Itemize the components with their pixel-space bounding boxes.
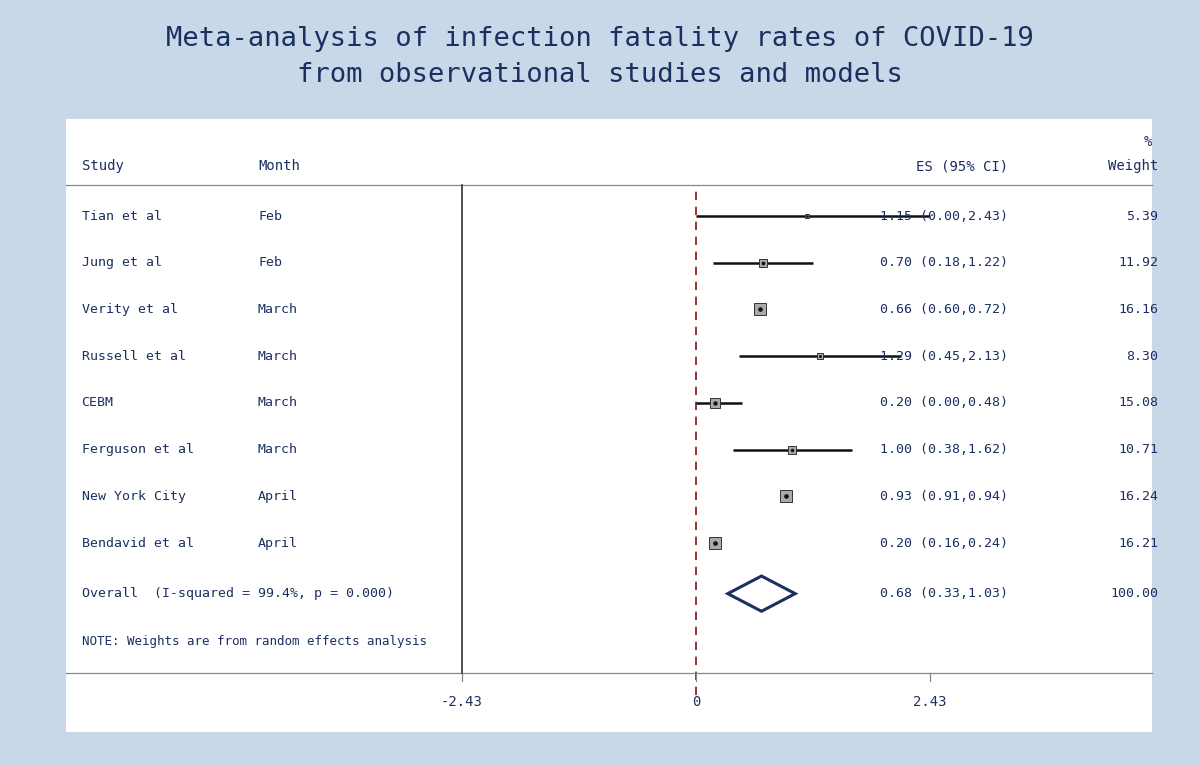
Text: 16.21: 16.21 <box>1118 537 1158 549</box>
Text: 5.39: 5.39 <box>1126 210 1158 222</box>
Text: Feb: Feb <box>258 257 282 269</box>
Text: CEBM: CEBM <box>82 397 114 409</box>
FancyBboxPatch shape <box>66 119 1152 732</box>
Text: 10.71: 10.71 <box>1118 444 1158 456</box>
Text: Weight: Weight <box>1108 159 1158 173</box>
Text: March: March <box>258 350 298 362</box>
Text: -2.43: -2.43 <box>442 695 482 709</box>
Text: Jung et al: Jung et al <box>82 257 162 269</box>
Text: 11.92: 11.92 <box>1118 257 1158 269</box>
Text: 1.29 (0.45,2.13): 1.29 (0.45,2.13) <box>880 350 1008 362</box>
Text: Bendavid et al: Bendavid et al <box>82 537 193 549</box>
Text: 0.70 (0.18,1.22): 0.70 (0.18,1.22) <box>880 257 1008 269</box>
Text: Tian et al: Tian et al <box>82 210 162 222</box>
Text: Study: Study <box>82 159 124 173</box>
Text: 0.93 (0.91,0.94): 0.93 (0.91,0.94) <box>880 490 1008 502</box>
Text: 8.30: 8.30 <box>1126 350 1158 362</box>
Text: 0.20 (0.00,0.48): 0.20 (0.00,0.48) <box>880 397 1008 409</box>
Text: Feb: Feb <box>258 210 282 222</box>
Text: New York City: New York City <box>82 490 186 502</box>
Text: March: March <box>258 303 298 316</box>
Text: 1.00 (0.38,1.62): 1.00 (0.38,1.62) <box>880 444 1008 456</box>
Text: 0.20 (0.16,0.24): 0.20 (0.16,0.24) <box>880 537 1008 549</box>
Text: 1.15 (0.00,2.43): 1.15 (0.00,2.43) <box>880 210 1008 222</box>
Text: NOTE: Weights are from random effects analysis: NOTE: Weights are from random effects an… <box>82 635 427 647</box>
Text: 16.24: 16.24 <box>1118 490 1158 502</box>
Text: 0: 0 <box>692 695 700 709</box>
Text: 15.08: 15.08 <box>1118 397 1158 409</box>
Text: Verity et al: Verity et al <box>82 303 178 316</box>
Text: March: March <box>258 397 298 409</box>
Text: 16.16: 16.16 <box>1118 303 1158 316</box>
Text: 0.66 (0.60,0.72): 0.66 (0.60,0.72) <box>880 303 1008 316</box>
Text: Russell et al: Russell et al <box>82 350 186 362</box>
Text: %: % <box>1144 135 1152 149</box>
Text: Ferguson et al: Ferguson et al <box>82 444 193 456</box>
Text: 2.43: 2.43 <box>913 695 947 709</box>
Text: April: April <box>258 537 298 549</box>
Text: 0.68 (0.33,1.03): 0.68 (0.33,1.03) <box>880 588 1008 600</box>
Text: Month: Month <box>258 159 300 173</box>
Text: Meta-analysis of infection fatality rates of COVID-19
from observational studies: Meta-analysis of infection fatality rate… <box>166 27 1034 88</box>
Text: April: April <box>258 490 298 502</box>
Text: 100.00: 100.00 <box>1110 588 1158 600</box>
Text: March: March <box>258 444 298 456</box>
Text: Overall  (I-squared = 99.4%, p = 0.000): Overall (I-squared = 99.4%, p = 0.000) <box>82 588 394 600</box>
Text: ES (95% CI): ES (95% CI) <box>916 159 1008 173</box>
